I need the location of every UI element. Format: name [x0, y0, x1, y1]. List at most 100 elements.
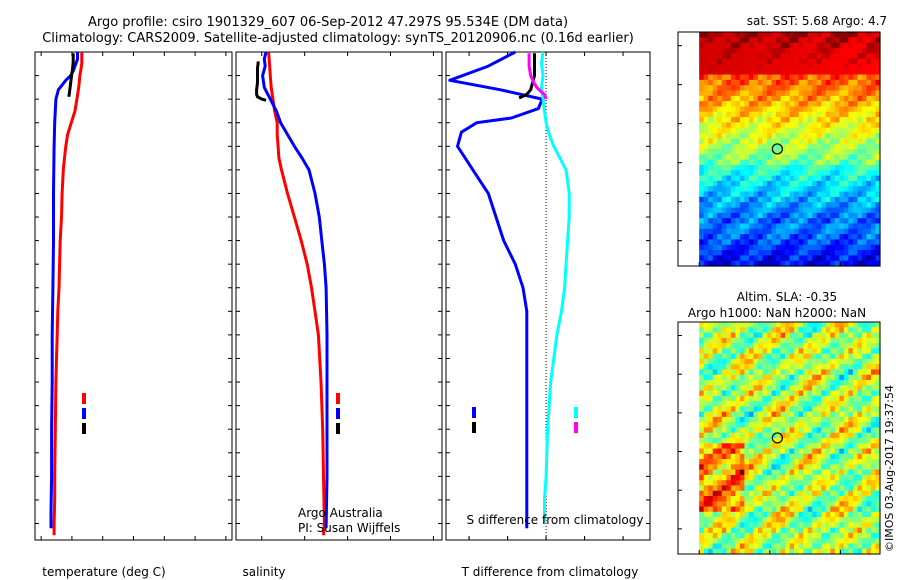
map-cell: [762, 37, 768, 44]
map-cell: [794, 527, 800, 534]
map-cell: [726, 522, 732, 529]
map-cell: [875, 186, 881, 193]
map-cell: [739, 459, 745, 465]
map-cell: [726, 191, 732, 198]
map-cell: [816, 448, 822, 455]
map-cell: [717, 511, 723, 518]
map-cell: [843, 250, 849, 256]
map-cell: [766, 202, 773, 209]
map-cell: [757, 170, 764, 177]
map-cell: [816, 464, 822, 471]
map-cell: [757, 501, 764, 508]
map-cell: [839, 244, 845, 251]
map-cell: [861, 411, 868, 418]
map-cell: [721, 459, 727, 465]
map-cell: [721, 79, 727, 86]
map-cell: [857, 406, 863, 413]
map-cell: [776, 164, 782, 171]
map-cell: [839, 42, 845, 49]
map-cell: [812, 395, 818, 402]
map-cell: [870, 469, 877, 476]
map-cell: [708, 422, 714, 429]
map-cell: [753, 322, 759, 328]
map-cell: [766, 95, 773, 102]
map-cell: [703, 207, 709, 214]
map-cell: [753, 133, 759, 139]
map-cell: [748, 175, 755, 182]
map-cell: [866, 395, 872, 402]
map-cell: [821, 448, 827, 455]
map-cell: [748, 117, 755, 124]
map-cell: [708, 106, 714, 113]
map-cell: [839, 464, 845, 471]
map-cell: [757, 332, 764, 339]
map-cell: [753, 469, 759, 476]
map-cell: [812, 85, 818, 92]
map-cell: [721, 106, 727, 113]
map-cell: [753, 511, 759, 518]
map-cell: [762, 32, 768, 38]
map-cell: [721, 218, 727, 225]
series-line-2: [255, 61, 267, 102]
map-cell: [726, 453, 732, 460]
map-cell: [861, 385, 868, 392]
map-cell: [699, 496, 705, 502]
map-cell: [780, 234, 786, 241]
map-cell: [794, 358, 800, 365]
map-cell: [699, 474, 705, 481]
map-cell: [739, 154, 745, 161]
map-cell: [739, 186, 745, 193]
map-cell: [857, 395, 863, 402]
map-cell: [780, 432, 786, 439]
map-cell: [762, 485, 768, 492]
map-cell: [699, 212, 705, 219]
map-cell: [753, 374, 759, 381]
map-cell: [735, 496, 741, 502]
map-cell: [712, 180, 718, 187]
map-cell: [789, 416, 795, 423]
map-cell: [866, 522, 872, 529]
map-cell: [699, 63, 705, 70]
map-cell: [771, 170, 777, 177]
map-cell: [870, 37, 877, 44]
map-cell: [780, 79, 786, 86]
map-cell: [730, 453, 736, 460]
map-cell: [821, 416, 827, 423]
map-cell: [857, 159, 863, 166]
map-cell: [843, 143, 849, 150]
map-cell: [766, 501, 773, 508]
map-cell: [789, 348, 795, 355]
map-cell: [875, 111, 881, 118]
map-cell: [807, 538, 813, 545]
map-cell: [861, 395, 868, 402]
map-cell: [762, 348, 768, 355]
map-cell: [789, 459, 795, 465]
map-cell: [717, 138, 723, 145]
map-cell: [816, 122, 822, 129]
map-cell: [766, 234, 773, 241]
map-cell: [852, 250, 858, 256]
map-cell: [762, 191, 768, 198]
map-cell: [821, 90, 827, 97]
map-cell: [843, 69, 849, 76]
map-cell: [726, 432, 732, 439]
map-cell: [861, 374, 868, 381]
map-cell: [834, 196, 840, 203]
map-cell: [735, 353, 741, 360]
map-cell: [825, 42, 831, 49]
map-cell: [825, 228, 831, 235]
map-cell: [721, 395, 727, 402]
map-cell: [780, 322, 786, 328]
map-cell: [870, 348, 877, 355]
map-cell: [839, 101, 845, 108]
map-cell: [807, 385, 813, 392]
map-cell: [789, 32, 795, 38]
map-cell: [730, 122, 736, 129]
map-cell: [812, 480, 818, 487]
map-cell: [789, 223, 795, 230]
map-cell: [703, 228, 709, 235]
map-cell: [780, 438, 786, 444]
map-cell: [848, 133, 854, 139]
map-cell: [857, 401, 863, 407]
map-cell: [726, 532, 732, 539]
